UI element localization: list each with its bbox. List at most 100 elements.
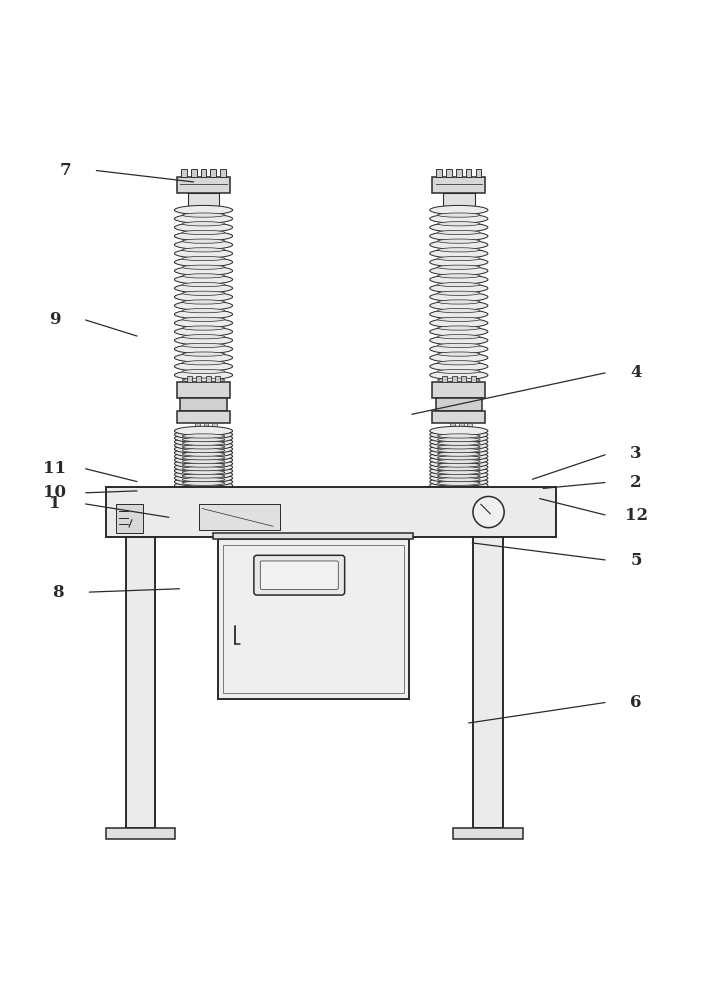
Circle shape xyxy=(176,489,184,498)
Bar xyxy=(181,169,187,177)
Ellipse shape xyxy=(182,256,225,261)
Ellipse shape xyxy=(182,326,225,330)
Ellipse shape xyxy=(438,274,480,278)
Ellipse shape xyxy=(438,378,480,382)
Ellipse shape xyxy=(438,282,480,287)
Ellipse shape xyxy=(174,327,233,336)
Ellipse shape xyxy=(174,362,233,371)
Ellipse shape xyxy=(182,470,225,474)
Bar xyxy=(436,169,442,177)
Ellipse shape xyxy=(430,444,488,454)
Ellipse shape xyxy=(182,309,225,313)
Ellipse shape xyxy=(438,448,480,453)
Ellipse shape xyxy=(438,437,480,442)
Ellipse shape xyxy=(438,326,480,330)
Bar xyxy=(116,504,143,533)
Ellipse shape xyxy=(430,214,488,223)
Bar xyxy=(471,376,476,382)
Ellipse shape xyxy=(438,213,480,217)
Ellipse shape xyxy=(438,481,480,485)
Ellipse shape xyxy=(438,222,480,226)
Ellipse shape xyxy=(438,485,480,489)
Bar xyxy=(473,537,503,828)
Circle shape xyxy=(222,489,231,498)
Ellipse shape xyxy=(182,335,225,339)
Ellipse shape xyxy=(438,239,480,243)
Ellipse shape xyxy=(430,470,488,479)
Bar xyxy=(195,423,200,428)
Ellipse shape xyxy=(182,265,225,269)
Text: 1: 1 xyxy=(49,495,61,512)
Ellipse shape xyxy=(174,448,233,457)
Ellipse shape xyxy=(430,223,488,232)
Text: 12: 12 xyxy=(624,507,648,524)
Ellipse shape xyxy=(438,291,480,295)
Ellipse shape xyxy=(182,222,225,226)
Ellipse shape xyxy=(174,444,233,454)
Bar xyxy=(453,828,523,839)
Ellipse shape xyxy=(438,470,480,474)
Ellipse shape xyxy=(174,441,233,450)
Ellipse shape xyxy=(430,459,488,468)
Ellipse shape xyxy=(430,448,488,457)
Ellipse shape xyxy=(430,318,488,328)
Bar xyxy=(187,193,219,206)
Bar xyxy=(180,398,226,411)
Ellipse shape xyxy=(438,248,480,252)
Ellipse shape xyxy=(174,430,233,439)
Ellipse shape xyxy=(438,452,480,456)
Ellipse shape xyxy=(438,467,480,471)
Ellipse shape xyxy=(430,441,488,450)
Text: 2: 2 xyxy=(630,474,642,491)
Ellipse shape xyxy=(430,481,488,490)
Ellipse shape xyxy=(430,477,488,486)
Ellipse shape xyxy=(438,265,480,269)
Ellipse shape xyxy=(174,466,233,475)
Ellipse shape xyxy=(438,474,480,478)
Circle shape xyxy=(431,489,440,498)
Ellipse shape xyxy=(174,353,233,362)
Ellipse shape xyxy=(430,344,488,354)
Ellipse shape xyxy=(182,282,225,287)
Ellipse shape xyxy=(174,452,233,461)
Bar xyxy=(105,828,175,839)
Bar xyxy=(461,376,466,382)
Ellipse shape xyxy=(174,470,233,479)
Bar xyxy=(450,206,468,379)
Bar xyxy=(432,177,486,193)
Bar xyxy=(467,423,472,428)
Ellipse shape xyxy=(430,474,488,483)
Ellipse shape xyxy=(430,240,488,249)
Bar xyxy=(432,382,486,398)
Bar xyxy=(177,411,230,423)
Ellipse shape xyxy=(182,477,225,482)
Ellipse shape xyxy=(182,378,225,382)
Bar xyxy=(436,398,482,411)
Ellipse shape xyxy=(174,437,233,446)
Ellipse shape xyxy=(174,214,233,223)
Ellipse shape xyxy=(174,301,233,310)
Ellipse shape xyxy=(182,474,225,478)
Ellipse shape xyxy=(430,292,488,302)
Ellipse shape xyxy=(438,477,480,482)
Ellipse shape xyxy=(430,284,488,293)
Ellipse shape xyxy=(182,441,225,445)
Ellipse shape xyxy=(174,336,233,345)
Bar xyxy=(194,206,212,379)
Bar xyxy=(211,169,216,177)
Bar xyxy=(199,504,280,530)
Ellipse shape xyxy=(430,452,488,461)
Text: 9: 9 xyxy=(49,311,61,328)
Ellipse shape xyxy=(182,248,225,252)
Bar xyxy=(187,376,192,382)
Ellipse shape xyxy=(182,459,225,464)
Bar xyxy=(191,169,197,177)
Bar xyxy=(450,423,455,428)
Ellipse shape xyxy=(174,426,233,436)
Ellipse shape xyxy=(174,310,233,319)
Ellipse shape xyxy=(430,362,488,371)
Ellipse shape xyxy=(174,266,233,275)
Ellipse shape xyxy=(174,284,233,293)
Text: 11: 11 xyxy=(43,460,66,477)
Text: 3: 3 xyxy=(630,445,642,462)
